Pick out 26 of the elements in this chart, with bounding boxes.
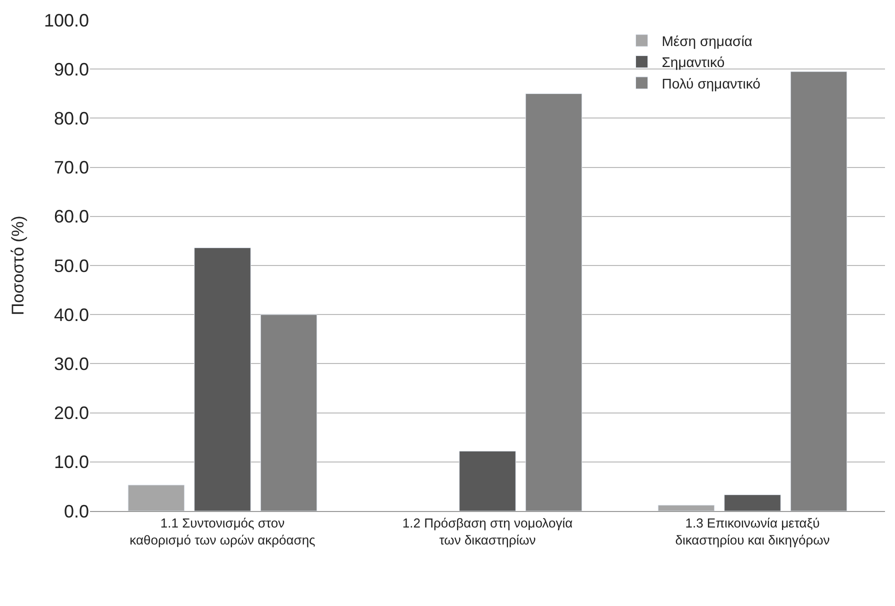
y-tick-label: 90.0 [54,59,89,80]
legend-label: Σημαντικό [662,54,725,70]
y-tick-label: 50.0 [54,256,89,276]
y-tick-label: 20.0 [54,403,89,424]
x-tick-label: 1.2 Πρόσβαση στη νομολογία των δικαστηρίων [402,516,574,548]
bar [658,504,715,511]
bar [724,494,781,511]
x-tick-label: 1.3 Επικοινωνία μεταξύ δικαστηρίου και δικηγόρων [675,516,830,548]
y-tick-label: 10.0 [54,452,89,472]
legend-label: Πολύ σημαντικό [662,75,761,92]
bar [128,484,185,511]
y-tick-label: 80.0 [54,108,89,128]
y-tick-label: 40.0 [54,304,89,325]
bar [525,93,582,511]
legend-label: Μέση σημασία [662,32,752,49]
bar [260,314,318,511]
y-tick-label: 100.0 [44,10,89,30]
bar [459,450,516,511]
y-tick-label: 70.0 [54,158,89,178]
y-tick-label: 60.0 [54,206,89,227]
x-tick-label: 1.1 Συντονισμός στον καθορισμό των ωρών ακρόασης [130,516,316,548]
y-tick-label: 0.0 [64,501,89,522]
bar [790,71,848,511]
y-axis-title: Ποσοστό (%) [8,216,28,316]
bar [194,248,251,511]
y-tick-label: 30.0 [54,354,89,374]
